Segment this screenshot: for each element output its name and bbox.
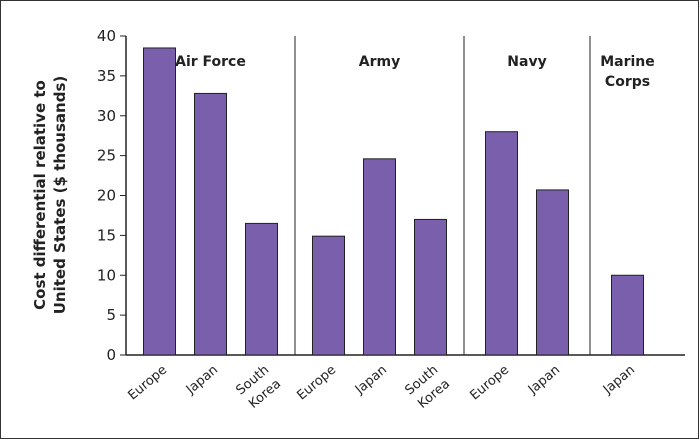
y-tick-label: 35 (97, 67, 116, 85)
bar (414, 218, 447, 356)
bar (312, 235, 345, 356)
bar (611, 274, 644, 356)
group-label: Marine (600, 54, 655, 70)
y-tick-label: 20 (97, 187, 116, 205)
bar (143, 47, 176, 356)
y-tick-label: 30 (97, 107, 116, 125)
y-tick-label: 15 (97, 226, 116, 244)
y-axis-label-line-2: United States ($ thousands) (51, 76, 69, 315)
group-label: Corps (605, 74, 650, 90)
bar (245, 222, 278, 356)
y-tick-label: 25 (97, 147, 116, 165)
y-tick-label: 40 (97, 27, 116, 45)
bar (363, 158, 396, 356)
x-tick-label: Japan (600, 363, 638, 398)
x-tick-label: Japan (183, 363, 221, 398)
x-tick-label: Europe (294, 363, 339, 404)
bar (536, 189, 569, 356)
bar (485, 131, 518, 356)
bar (194, 92, 227, 356)
x-tick-label: Europe (467, 363, 512, 404)
y-tick-label: 10 (97, 266, 116, 284)
y-axis-label-line-1: Cost differential relative to (31, 80, 49, 310)
group-label: Navy (507, 54, 546, 70)
group-label: Air Force (175, 54, 246, 70)
x-tick-label: Europe (125, 363, 170, 404)
x-tick-label: Japan (352, 363, 390, 398)
y-tick-label: 0 (106, 346, 116, 364)
x-tick-label: Japan (525, 363, 563, 398)
y-tick-label: 5 (106, 306, 116, 324)
group-label: Army (359, 54, 400, 70)
y-axis-label: Cost differential relative to United Sta… (31, 76, 69, 315)
